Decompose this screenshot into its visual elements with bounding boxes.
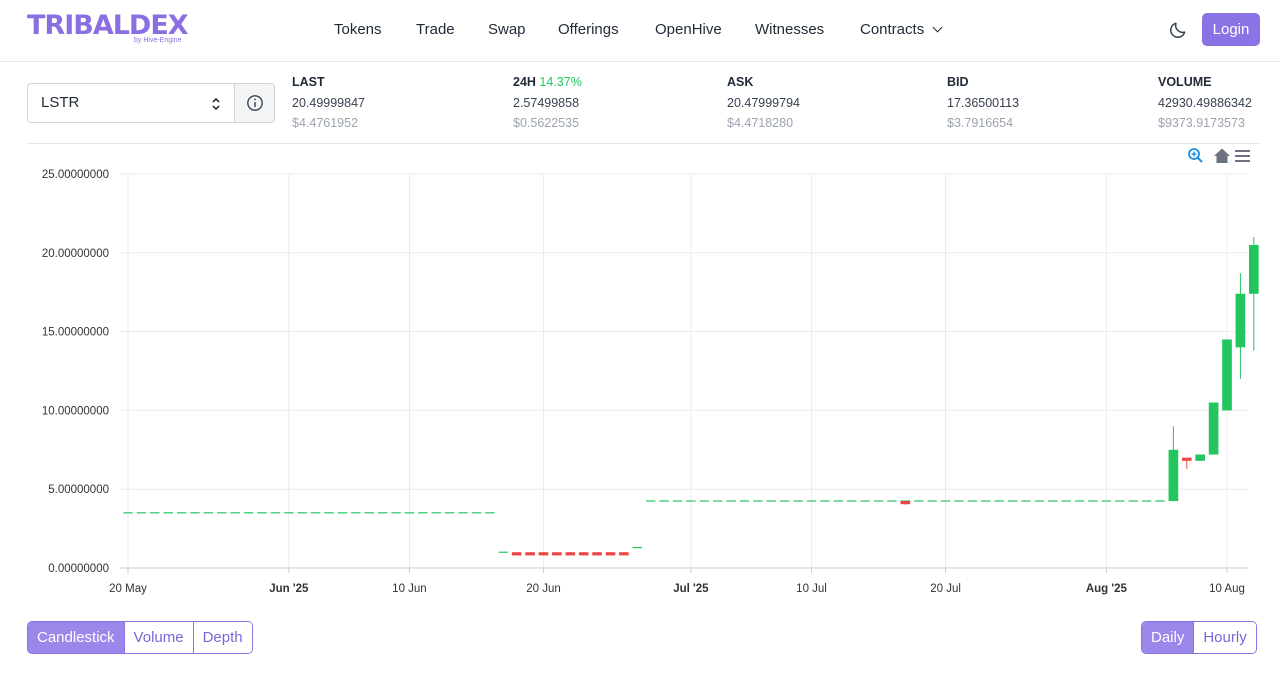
nav-contracts-label: Contracts [860,21,925,38]
chart-grid [120,173,1248,569]
menu-icon[interactable] [1235,150,1250,162]
stat-24h-heading: 24H 14.37% [513,74,582,91]
candle-body [592,552,602,556]
stat-ask-value: 20.47999794 [727,96,800,110]
stat-volume-value: 42930.49886342 [1158,96,1252,110]
candle-body [605,552,616,556]
tab-volume[interactable]: Volume [123,622,193,653]
stat-ask: ASK 20.47999794 $4.4718280 [727,74,800,131]
nav-openhive[interactable]: OpenHive [655,21,722,38]
stat-bid: BID 17.36500113 $3.7916654 [947,74,1019,131]
y-tick-label: 10.00000000 [42,405,109,417]
y-tick-label: 20.00000000 [42,248,109,260]
logo-byline: by Hive-Engine [134,37,182,44]
top-navbar: TRIBALDEX by Hive-Engine Tokens Trade Sw… [0,0,1280,62]
nav-swap[interactable]: Swap [488,21,526,38]
x-tick-label: Jul '25 [673,583,709,595]
candle-body [1235,293,1246,348]
stat-24h: 24H 14.37% 2.57499858 $0.5622535 [513,74,582,131]
candle-body [1222,339,1232,411]
candle-body [1248,244,1259,294]
y-axis: 0.00000000 5.00000000 10.00000000 15.000000… [42,169,109,575]
x-tick-label: 10 Aug [1209,583,1245,595]
stat-last-value: 20.49999847 [292,96,365,110]
token-select[interactable]: LSTR [27,83,235,123]
token-select-value: LSTR [41,94,80,111]
candle-body [1208,402,1219,455]
candle-body [619,552,629,556]
info-icon [247,95,263,111]
logo-wordmark: TRIBALDEX [27,10,189,41]
stat-volume: VOLUME 42930.49886342 $9373.9173573 [1158,74,1252,131]
token-info-button[interactable] [234,83,275,123]
zoom-in-icon[interactable] [1188,148,1203,163]
x-tick-label: 20 Jun [526,583,561,595]
y-tick-label: 5.00000000 [48,484,109,496]
x-axis: 20 May Jun '25 10 Jun 20 Jun Jul '25 10 Jul 20… [109,567,1248,595]
y-tick-label: 0.00000000 [48,563,109,575]
candle-body [552,552,562,556]
nav-trade[interactable]: Trade [416,21,455,38]
home-icon[interactable] [1214,148,1230,164]
tab-candlestick[interactable]: Candlestick [28,622,124,653]
chart-view-tabs: Candlestick Volume Depth [27,621,253,654]
candle-body [1181,457,1192,461]
flat-price-segments [123,500,1165,553]
stat-24h-value: 2.57499858 [513,96,580,110]
nav-offerings[interactable]: Offerings [558,21,619,38]
interval-tabs: Daily Hourly [1141,621,1257,654]
tab-hourly[interactable]: Hourly [1193,622,1256,653]
y-tick-label: 25.00000000 [42,169,109,181]
nav-tokens[interactable]: Tokens [334,21,382,38]
stat-last-usd: $4.4761952 [292,116,359,130]
stat-bid-value: 17.36500113 [947,96,1020,110]
candlestick-chart[interactable]: 0.00000000 5.00000000 10.00000000 15.000000… [0,144,1280,604]
candle-body [900,501,911,505]
stat-bid-label: BID [947,75,969,89]
candle-body [1195,454,1206,461]
nav-witnesses[interactable]: Witnesses [755,21,825,38]
login-button[interactable]: Login [1202,13,1260,46]
stat-24h-label: 24H [513,75,536,89]
candle-body [578,552,589,556]
chevron-down-icon [932,22,943,33]
nav-contracts[interactable]: Contracts [860,20,943,40]
stat-ask-usd: $4.4718280 [727,116,794,130]
select-arrows-icon [212,97,220,111]
tribaldex-logo[interactable]: TRIBALDEX by Hive-Engine [27,10,197,50]
candle-body [565,552,576,556]
x-tick-label: 10 Jul [796,583,827,595]
chart-toolbar [1188,148,1250,164]
x-tick-label: 20 Jul [930,583,961,595]
candle-body [1168,449,1179,502]
x-tick-label: Aug '25 [1086,583,1128,595]
tab-depth[interactable]: Depth [192,622,252,653]
stat-volume-usd: $9373.9173573 [1158,116,1245,130]
stat-volume-label: VOLUME [1158,75,1212,89]
stats-divider [27,143,1260,144]
stat-ask-label: ASK [727,75,754,89]
stat-last-label: LAST [292,75,325,89]
stat-bid-usd: $3.7916654 [947,116,1014,130]
x-tick-label: Jun '25 [269,583,309,595]
x-tick-label: 10 Jun [392,583,427,595]
stat-24h-percent: 14.37% [539,75,582,89]
candles [511,237,1259,556]
moon-icon[interactable] [1168,20,1188,40]
candle-body [511,552,522,556]
y-tick-label: 15.00000000 [42,327,109,339]
stat-last: LAST 20.49999847 $4.4761952 [292,74,365,131]
candle-body [525,552,535,556]
tab-daily[interactable]: Daily [1142,622,1194,653]
stat-24h-usd: $0.5622535 [513,116,580,130]
x-tick-label: 20 May [109,583,147,595]
candle-body [538,552,549,556]
